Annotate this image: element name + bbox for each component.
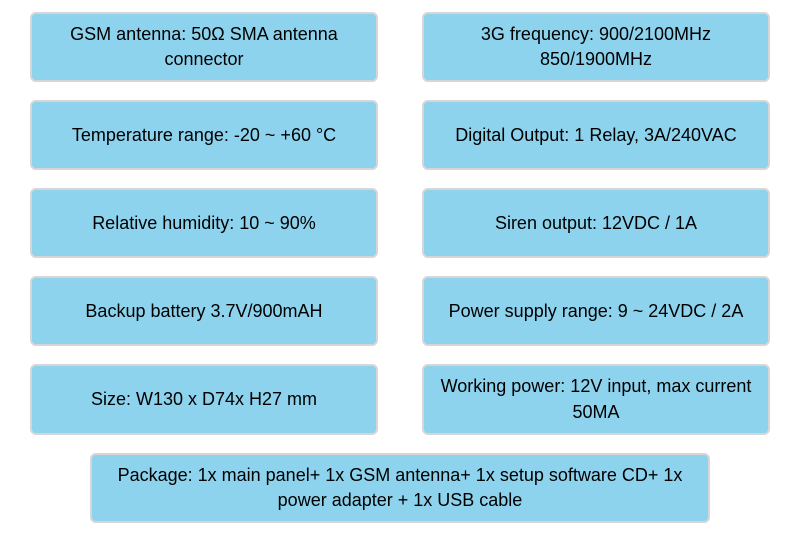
spec-text: Relative humidity: 10 ~ 90% [92, 211, 316, 236]
spec-cell-digital-output: Digital Output: 1 Relay, 3A/240VAC [422, 100, 770, 170]
spec-text: Working power: 12V input, max current 50… [436, 374, 756, 424]
spec-text: 3G frequency: 900/2100MHz 850/1900MHz [436, 22, 756, 72]
spec-text: GSM antenna: 50Ω SMA antenna connector [44, 22, 364, 72]
spec-cell-package: Package: 1x main panel+ 1x GSM antenna+ … [90, 453, 710, 523]
spec-cell-siren-output: Siren output: 12VDC / 1A [422, 188, 770, 258]
spec-text: Temperature range: -20 ~ +60 °C [72, 123, 336, 148]
spec-cell-gsm-antenna: GSM antenna: 50Ω SMA antenna connector [30, 12, 378, 82]
spec-cell-working-power: Working power: 12V input, max current 50… [422, 364, 770, 434]
spec-cell-temperature: Temperature range: -20 ~ +60 °C [30, 100, 378, 170]
spec-text: Backup battery 3.7V/900mAH [85, 299, 322, 324]
spec-text: Digital Output: 1 Relay, 3A/240VAC [455, 123, 736, 148]
spec-text: Size: W130 x D74x H27 mm [91, 387, 317, 412]
spec-cell-humidity: Relative humidity: 10 ~ 90% [30, 188, 378, 258]
spec-text: Power supply range: 9 ~ 24VDC / 2A [449, 299, 744, 324]
spec-text: Siren output: 12VDC / 1A [495, 211, 697, 236]
spec-cell-size: Size: W130 x D74x H27 mm [30, 364, 378, 434]
spec-cell-battery: Backup battery 3.7V/900mAH [30, 276, 378, 346]
spec-grid: GSM antenna: 50Ω SMA antenna connector 3… [30, 12, 770, 523]
spec-cell-power-supply: Power supply range: 9 ~ 24VDC / 2A [422, 276, 770, 346]
spec-cell-3g-frequency: 3G frequency: 900/2100MHz 850/1900MHz [422, 12, 770, 82]
spec-text: Package: 1x main panel+ 1x GSM antenna+ … [104, 463, 696, 513]
